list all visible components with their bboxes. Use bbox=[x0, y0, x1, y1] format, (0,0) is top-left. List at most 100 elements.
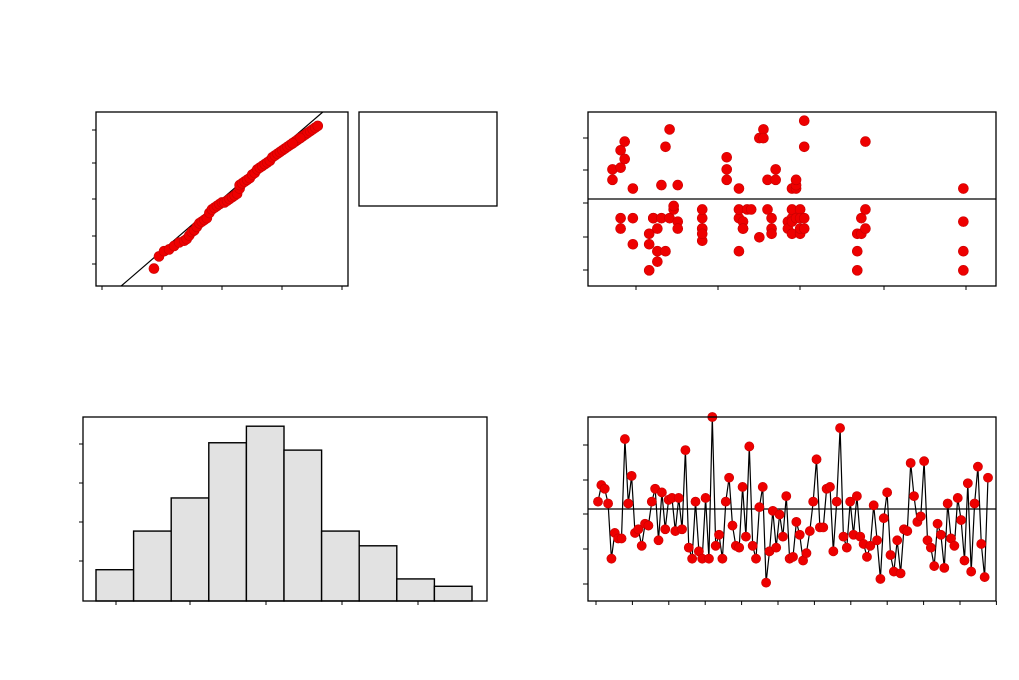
data-point bbox=[636, 540, 647, 551]
data-point bbox=[733, 245, 745, 257]
data-point bbox=[672, 179, 684, 191]
data-point bbox=[751, 553, 761, 564]
data-point bbox=[860, 223, 871, 234]
data-point bbox=[958, 265, 969, 276]
data-point bbox=[672, 223, 684, 234]
data-point bbox=[745, 204, 757, 215]
data-point bbox=[623, 498, 634, 509]
data-point bbox=[791, 516, 802, 527]
data-point bbox=[148, 263, 160, 274]
data-point bbox=[724, 472, 735, 483]
data-point bbox=[770, 174, 781, 186]
data-point bbox=[895, 568, 906, 579]
data-point bbox=[865, 540, 876, 551]
data-point bbox=[838, 531, 849, 542]
data-point bbox=[808, 496, 819, 507]
data-point bbox=[758, 132, 769, 144]
data-point bbox=[925, 542, 936, 553]
data-point bbox=[619, 434, 630, 444]
data-point bbox=[856, 212, 867, 224]
data-point bbox=[979, 572, 990, 582]
data-point bbox=[687, 553, 698, 564]
data-point bbox=[801, 548, 812, 559]
histogram-bar bbox=[396, 578, 436, 602]
plot-frame bbox=[82, 416, 488, 602]
data-point bbox=[696, 204, 708, 215]
data-point bbox=[915, 511, 926, 522]
data-point bbox=[754, 502, 765, 513]
data-point bbox=[734, 542, 745, 553]
histogram-bar bbox=[245, 425, 285, 602]
data-point bbox=[905, 458, 916, 468]
data-point bbox=[683, 542, 694, 553]
data-point bbox=[878, 513, 889, 524]
data-point bbox=[717, 553, 728, 564]
histogram-bar bbox=[170, 497, 210, 602]
data-point bbox=[902, 526, 913, 536]
data-point bbox=[607, 174, 618, 186]
data-point bbox=[868, 500, 879, 511]
data-point bbox=[652, 223, 663, 234]
data-point bbox=[851, 245, 863, 257]
data-point bbox=[973, 461, 983, 472]
plot-frame bbox=[587, 111, 997, 287]
data-point bbox=[627, 212, 639, 224]
data-point bbox=[593, 496, 603, 507]
data-point bbox=[606, 553, 617, 564]
data-point bbox=[872, 535, 882, 546]
data-point bbox=[704, 553, 714, 564]
data-point bbox=[690, 496, 701, 507]
data-point bbox=[958, 183, 969, 194]
data-point bbox=[643, 238, 655, 250]
plot-frame bbox=[587, 416, 997, 602]
data-point bbox=[660, 141, 671, 153]
data-point bbox=[720, 496, 731, 507]
data-point bbox=[700, 493, 711, 503]
data-point bbox=[862, 551, 872, 562]
data-point bbox=[721, 151, 733, 163]
data-point bbox=[798, 141, 810, 153]
data-point bbox=[673, 493, 684, 503]
data-point bbox=[312, 120, 324, 132]
data-point bbox=[668, 200, 679, 212]
data-point bbox=[762, 204, 773, 215]
data-point bbox=[626, 470, 637, 481]
data-point bbox=[615, 212, 626, 224]
data-point bbox=[741, 531, 751, 542]
data-point bbox=[790, 174, 802, 186]
data-point bbox=[798, 223, 810, 234]
data-point bbox=[656, 487, 667, 498]
data-point bbox=[727, 520, 738, 531]
histogram-bar bbox=[433, 585, 473, 602]
data-point bbox=[798, 212, 810, 224]
data-point bbox=[952, 493, 963, 503]
data-point bbox=[761, 577, 772, 588]
legend-box bbox=[358, 111, 498, 207]
data-point bbox=[976, 539, 987, 549]
data-point bbox=[615, 162, 626, 173]
data-point bbox=[841, 542, 852, 553]
data-point bbox=[721, 174, 733, 186]
data-point bbox=[804, 526, 815, 536]
data-point bbox=[770, 164, 781, 175]
normal-probability-plot bbox=[92, 111, 349, 290]
data-point bbox=[969, 498, 980, 509]
data-point bbox=[851, 265, 863, 276]
data-point bbox=[875, 574, 886, 584]
data-point bbox=[860, 204, 871, 215]
data-point bbox=[818, 522, 829, 533]
data-point bbox=[696, 228, 708, 240]
data-point bbox=[652, 256, 663, 267]
data-point bbox=[754, 231, 765, 243]
data-point bbox=[811, 454, 822, 465]
data-point bbox=[835, 423, 845, 433]
legend-frame bbox=[358, 111, 498, 207]
data-point bbox=[680, 445, 691, 456]
data-point bbox=[656, 179, 667, 191]
data-point bbox=[798, 115, 810, 126]
data-point bbox=[615, 223, 626, 234]
data-point bbox=[949, 540, 960, 551]
data-point bbox=[983, 472, 993, 483]
data-point bbox=[737, 482, 748, 492]
